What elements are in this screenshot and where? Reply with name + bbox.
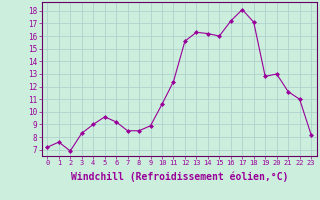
X-axis label: Windchill (Refroidissement éolien,°C): Windchill (Refroidissement éolien,°C) — [70, 172, 288, 182]
